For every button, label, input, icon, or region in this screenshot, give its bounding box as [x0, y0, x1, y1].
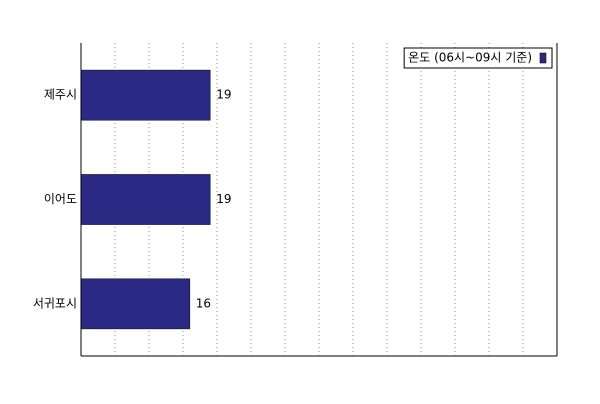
bar [80, 174, 211, 225]
value-label: 19 [216, 192, 231, 206]
bar [80, 69, 211, 121]
legend-box [403, 47, 553, 69]
legend-swatch [539, 52, 547, 64]
legend-label: 온도 (06시~09시 기준) [408, 51, 532, 65]
y-tick-label: 제주시 [44, 88, 77, 102]
bar [80, 278, 191, 330]
y-tick-label: 이어도 [44, 192, 77, 206]
value-label: 19 [216, 88, 231, 102]
value-label: 16 [196, 296, 211, 310]
y-tick-label: 서귀포시 [33, 296, 77, 310]
